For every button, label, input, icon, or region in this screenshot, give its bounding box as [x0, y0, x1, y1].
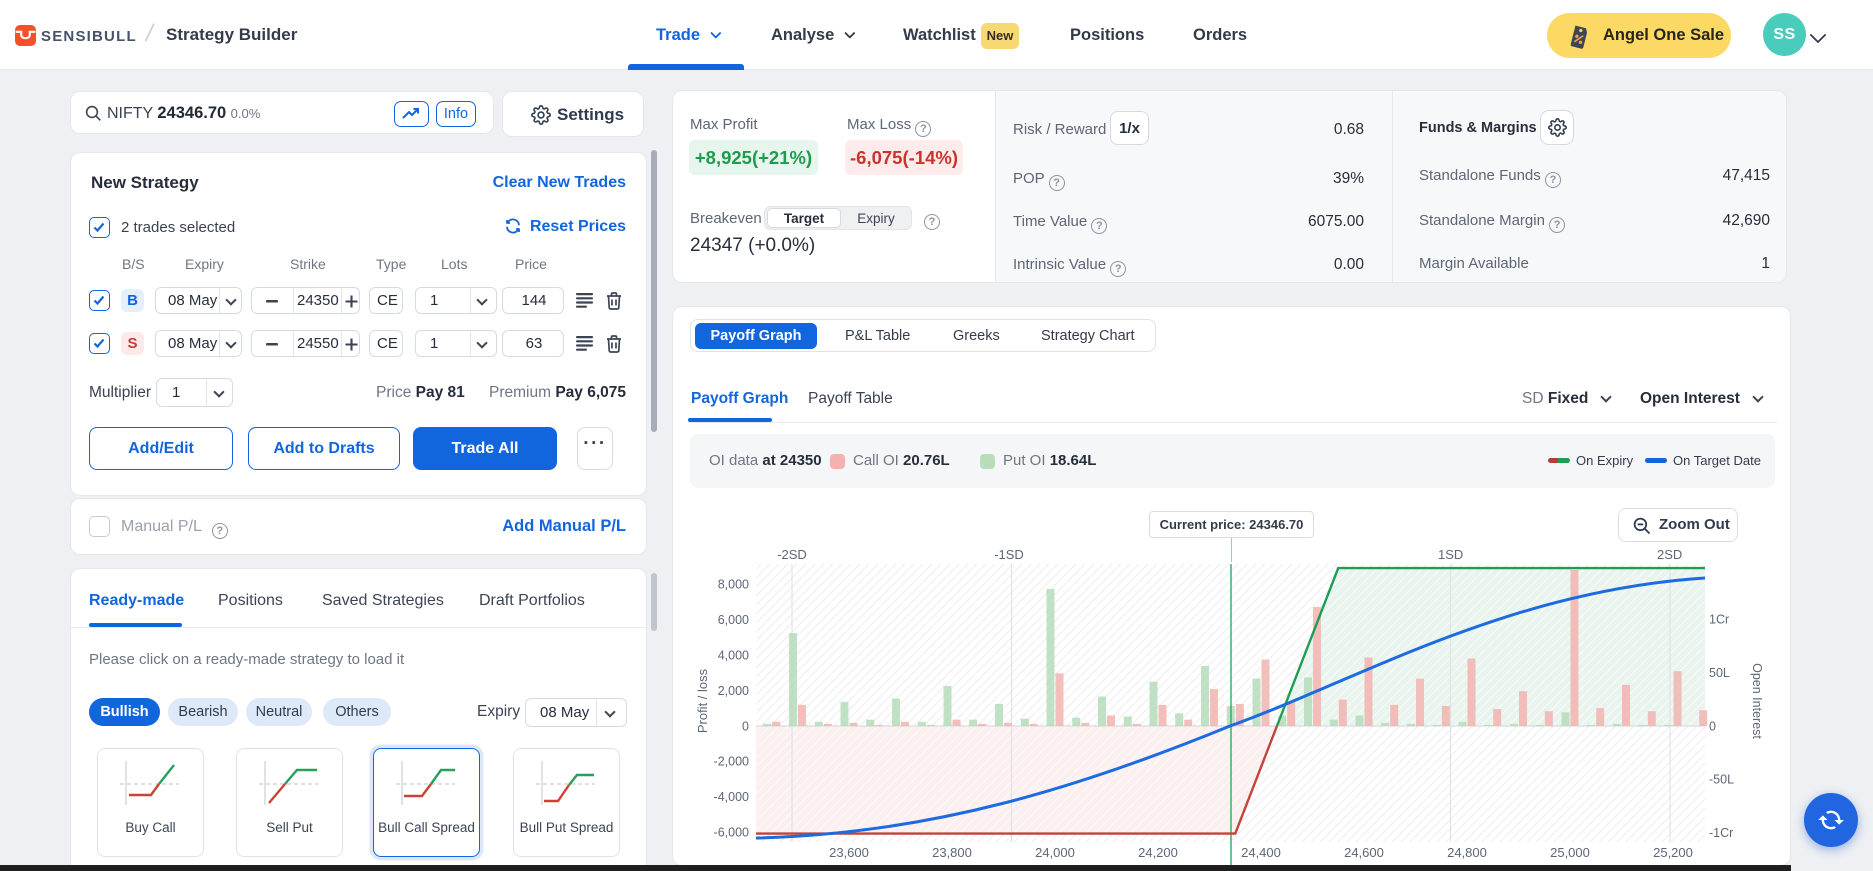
svg-text:24,200: 24,200	[1138, 845, 1178, 860]
svg-text:23,600: 23,600	[829, 845, 869, 860]
svg-text:-6,000: -6,000	[714, 826, 749, 840]
svg-text:24,800: 24,800	[1447, 845, 1487, 860]
svg-text:2,000: 2,000	[718, 684, 749, 698]
svg-text:1Cr: 1Cr	[1709, 613, 1729, 627]
svg-text:23,800: 23,800	[932, 845, 972, 860]
svg-text:-2,000: -2,000	[714, 755, 749, 769]
svg-text:0: 0	[742, 719, 749, 733]
svg-text:-1Cr: -1Cr	[1709, 826, 1733, 840]
svg-text:0: 0	[1709, 719, 1716, 733]
svg-text:24,000: 24,000	[1035, 845, 1075, 860]
svg-text:6,000: 6,000	[718, 613, 749, 627]
svg-text:8,000: 8,000	[718, 578, 749, 592]
svg-text:24,600: 24,600	[1344, 845, 1384, 860]
svg-text:4,000: 4,000	[718, 649, 749, 663]
svg-text:24,400: 24,400	[1241, 845, 1281, 860]
svg-text:25,200: 25,200	[1653, 845, 1693, 860]
svg-text:50L: 50L	[1709, 666, 1730, 680]
svg-text:-50L: -50L	[1709, 773, 1734, 787]
svg-text:Open Interest: Open Interest	[1750, 663, 1764, 739]
svg-text:25,000: 25,000	[1550, 845, 1590, 860]
svg-text:Profit / loss: Profit / loss	[695, 668, 710, 733]
svg-text:-4,000: -4,000	[714, 790, 749, 804]
